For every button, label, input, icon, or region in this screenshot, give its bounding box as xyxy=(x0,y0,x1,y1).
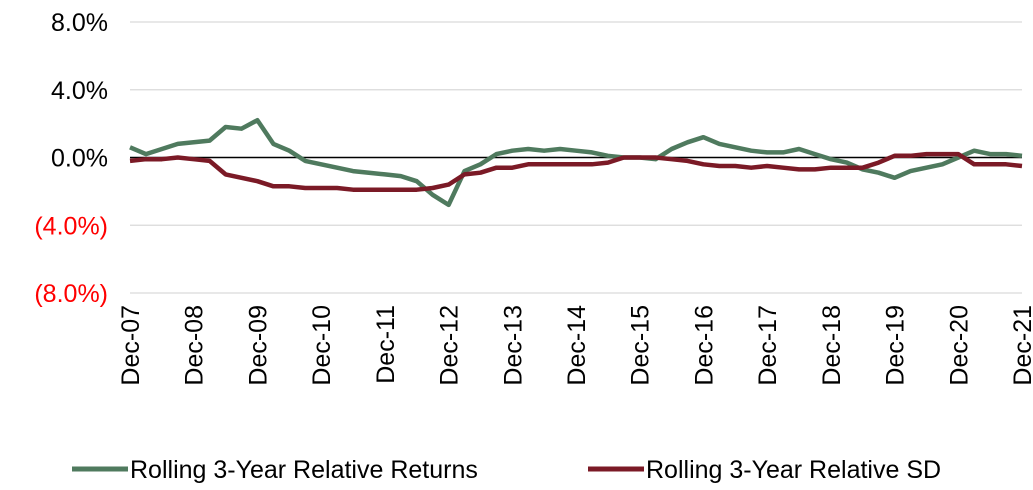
x-tick-label: Dec-13 xyxy=(499,305,527,386)
x-tick-label: Dec-20 xyxy=(945,305,973,386)
series-line xyxy=(129,151,1023,192)
x-tick-label: Dec-21 xyxy=(1009,305,1033,386)
x-tick-label: Dec-07 xyxy=(117,305,145,386)
x-tick-label: Dec-16 xyxy=(690,305,718,386)
x-tick-label: Dec-09 xyxy=(244,305,272,386)
y-tick-label: 8.0% xyxy=(51,9,108,37)
y-tick-label: (4.0%) xyxy=(34,212,108,240)
legend: Rolling 3-Year Relative Returns Rolling 3… xyxy=(72,456,941,484)
x-tick-label: Dec-18 xyxy=(818,305,846,386)
x-tick-label: Dec-11 xyxy=(372,305,400,384)
x-tick-label: Dec-15 xyxy=(627,305,655,386)
y-tick-label: 4.0% xyxy=(51,77,108,105)
legend-label: Rolling 3-Year Relative SD xyxy=(646,456,941,484)
x-tick-label: Dec-19 xyxy=(882,305,910,386)
x-tick-label: Dec-08 xyxy=(181,305,209,386)
x-tick-label: Dec-10 xyxy=(308,305,336,386)
legend-label: Rolling 3-Year Relative Returns xyxy=(130,456,478,484)
x-tick-label: Dec-14 xyxy=(563,305,591,386)
x-tick-label: Dec-17 xyxy=(754,305,782,386)
series-line xyxy=(129,117,1023,208)
x-tick-label: Dec-12 xyxy=(436,305,464,386)
y-tick-label: (8.0%) xyxy=(34,280,108,308)
y-tick-label: 0.0% xyxy=(51,145,108,173)
